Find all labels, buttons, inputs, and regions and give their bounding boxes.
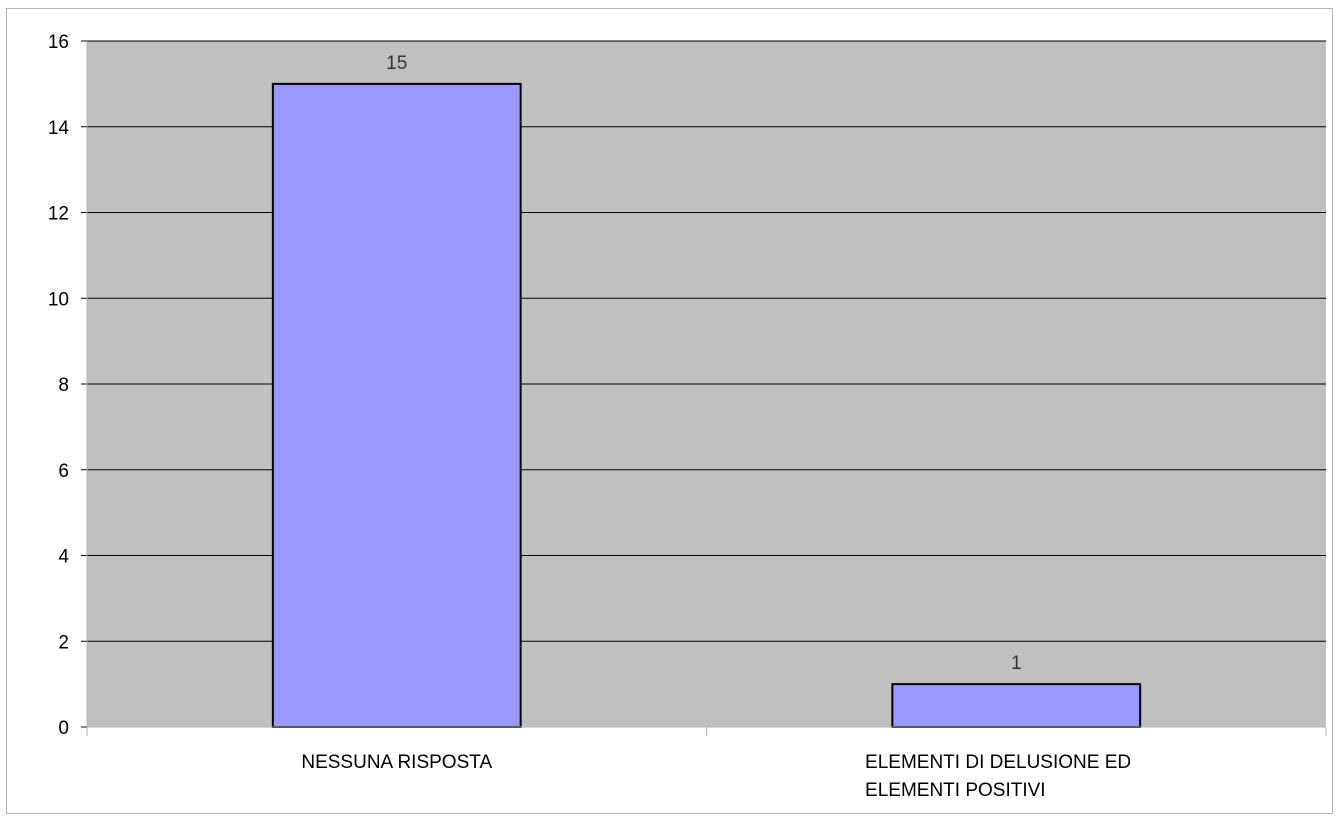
x-category-label: ELEMENTI DI DELUSIONE ED ELEMENTI POSITIV… <box>865 752 1131 801</box>
y-tick-label: 12 <box>48 204 69 225</box>
y-tick-label: 10 <box>48 289 69 310</box>
y-tick-label: 2 <box>58 632 69 653</box>
x-category-label-line: NESSUNA RISPOSTA <box>301 752 492 773</box>
x-category-label: NESSUNA RISPOSTA <box>301 752 492 773</box>
data-labels: 15 1 <box>386 53 1021 674</box>
y-tick-label: 8 <box>58 375 69 396</box>
y-tick-label: 6 <box>58 461 69 482</box>
y-axis-ticks: 0 2 4 6 8 10 12 14 16 <box>48 32 87 739</box>
bar <box>271 82 522 728</box>
y-tick-label: 4 <box>58 547 69 568</box>
x-axis-categories: NESSUNA RISPOSTA ELEMENTI DI DELUSIONE ED… <box>86 727 1327 801</box>
bars <box>271 82 1142 728</box>
data-label: 15 <box>386 53 407 74</box>
y-tick-label: 14 <box>48 118 70 139</box>
data-label: 1 <box>1011 653 1022 674</box>
bar <box>891 683 1142 728</box>
x-category-label-line: ELEMENTI POSITIVI <box>865 780 1046 801</box>
y-tick-label: 16 <box>48 32 69 53</box>
y-tick-label: 0 <box>58 718 69 739</box>
x-category-label-line: ELEMENTI DI DELUSIONE ED <box>865 752 1131 773</box>
